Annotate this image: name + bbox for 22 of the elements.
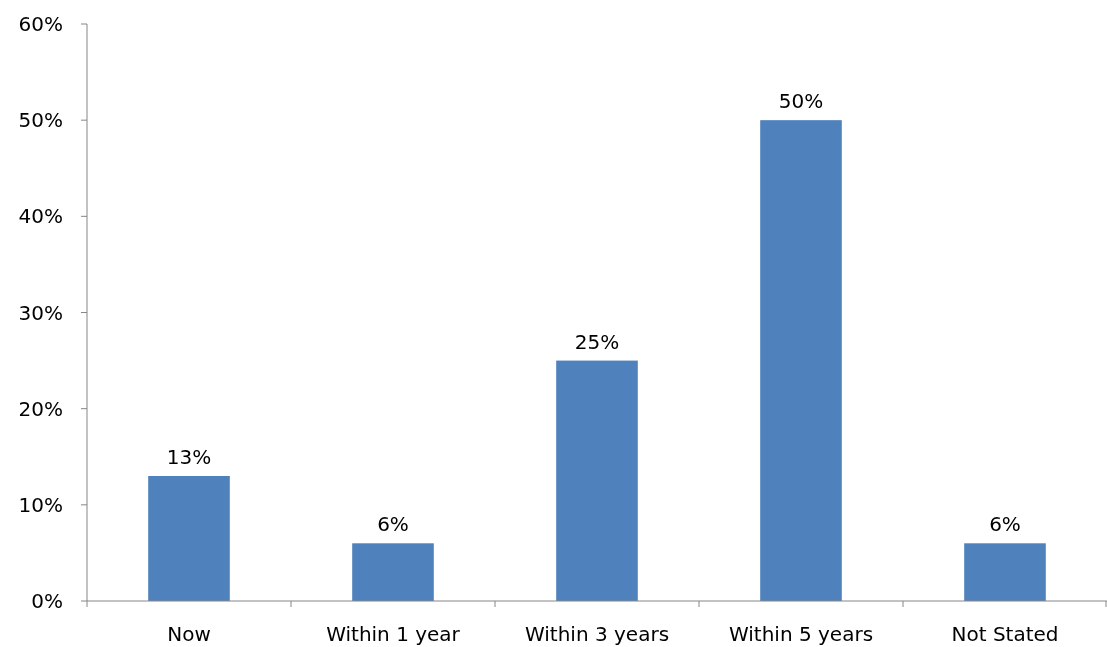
x-tick-label: Now	[167, 622, 211, 646]
bar	[964, 543, 1046, 601]
x-tick-label: Within 1 year	[326, 622, 461, 646]
data-label: 25%	[574, 329, 620, 354]
y-tick-label: 30%	[18, 300, 63, 325]
x-tick-label: Within 3 years	[524, 622, 670, 646]
data-label: 6%	[989, 512, 1021, 537]
y-tick-label: 50%	[18, 108, 63, 133]
y-tick-label: 10%	[18, 492, 63, 517]
x-tick-label: Within 5 years	[728, 622, 874, 646]
data-label: 13%	[166, 444, 212, 469]
y-tick-label: 40%	[18, 204, 63, 229]
bar	[352, 543, 434, 601]
y-tick-label: 0%	[31, 589, 63, 613]
x-tick-label: Not Stated	[951, 622, 1059, 646]
y-tick-label: 60%	[18, 12, 63, 36]
data-label: 6%	[377, 512, 409, 537]
y-tick-label: 20%	[18, 396, 63, 421]
bar	[760, 120, 842, 601]
data-label: 50%	[778, 89, 824, 114]
bar	[148, 475, 230, 601]
bar	[556, 360, 638, 601]
